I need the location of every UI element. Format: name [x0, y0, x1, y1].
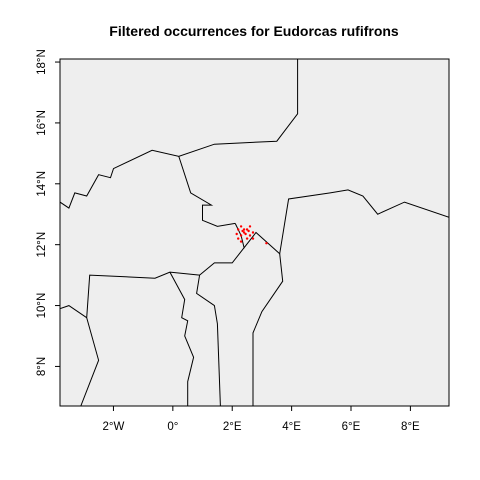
- y-tick-label-1: 10°N: [36, 293, 48, 319]
- map-title: Filtered occurrences for Eudorcas rufifr…: [109, 23, 399, 39]
- occurrence-point-13: [241, 229, 244, 233]
- land-background: [60, 59, 449, 406]
- occurrence-point-2: [242, 231, 246, 234]
- y-tick-label-0: 8°N: [36, 357, 48, 376]
- x-tick-label-4: 6°E: [342, 421, 361, 433]
- occurrence-point-5: [237, 237, 240, 240]
- x-axis: 2°W 0° 2°E 4°E 6°E 8°E: [103, 406, 420, 433]
- border-line-6: [169, 271, 195, 406]
- x-tick-label-0: 2°W: [103, 421, 125, 433]
- occurrence-point-7: [242, 228, 246, 231]
- country-borders: [60, 59, 449, 406]
- occurrence-point-14: [247, 229, 250, 233]
- y-tick-label-4: 16°N: [36, 110, 48, 136]
- occurrence-point-17: [265, 242, 268, 245]
- border-line-0: [60, 59, 299, 209]
- occurrence-points: [235, 225, 268, 245]
- occurrence-point-11: [239, 240, 243, 243]
- x-tick-label-3: 4°E: [282, 421, 301, 433]
- occurrence-point-1: [239, 225, 243, 228]
- plot-frame: [59, 58, 450, 407]
- y-tick-label-2: 12°N: [36, 232, 48, 258]
- border-line-4: [196, 247, 245, 406]
- occurrence-point-16: [251, 237, 255, 240]
- occurrence-point-9: [251, 231, 255, 234]
- border-line-2: [234, 189, 449, 255]
- occurrence-point-15: [235, 232, 238, 236]
- x-tick-label-1: 0°: [167, 421, 178, 433]
- x-tick-label-2: 2°E: [223, 421, 242, 433]
- y-axis: 8°N 10°N 12°N 14°N 16°N 18°N: [36, 49, 60, 376]
- occurrence-point-3: [239, 234, 243, 237]
- border-line-3: [252, 253, 284, 406]
- x-tick-label-5: 8°E: [401, 421, 420, 433]
- occurrence-point-12: [244, 232, 247, 236]
- border-line-1: [178, 156, 236, 227]
- occurrence-point-6: [248, 234, 252, 237]
- occurrence-point-8: [245, 228, 249, 231]
- border-line-7: [60, 305, 87, 319]
- occurrence-point-10: [248, 225, 252, 228]
- occurrence-point-0: [237, 228, 240, 231]
- occurrence-point-4: [245, 237, 249, 240]
- y-tick-label-3: 14°N: [36, 171, 48, 197]
- y-tick-label-5: 18°N: [36, 49, 48, 75]
